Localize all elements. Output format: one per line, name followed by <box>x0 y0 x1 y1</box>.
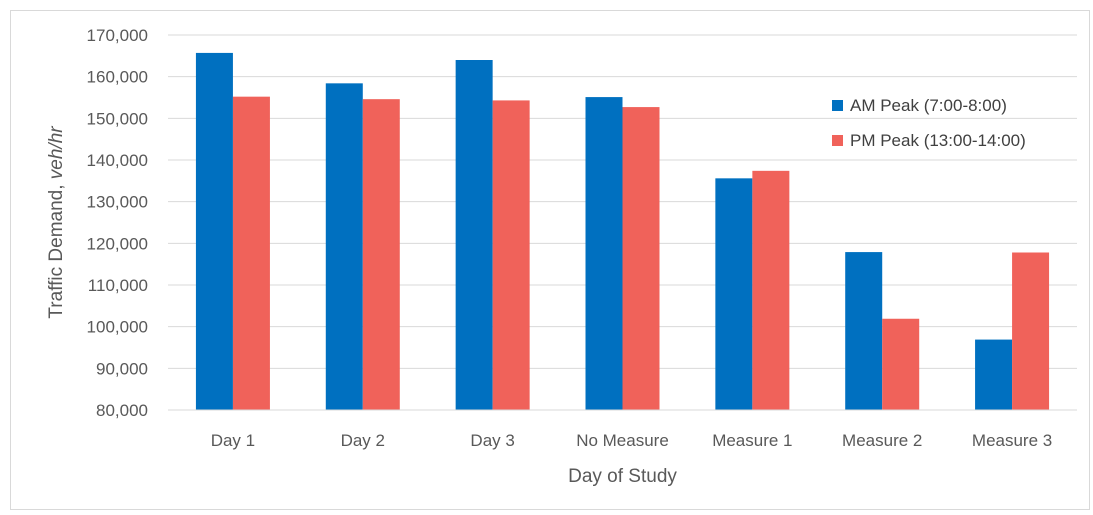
bar-pm-peak <box>232 96 270 411</box>
bar-pm-peak <box>752 170 790 410</box>
x-axis-ticks: Day 1 Day 2 Day 3 No Measure Measure 1 Measur… <box>211 431 1053 450</box>
y-tick-label: 120,000 <box>87 234 148 253</box>
bar-pm-peak <box>1012 252 1050 410</box>
bars <box>195 52 1050 411</box>
y-axis-title: Traffic Demand, veh/hr <box>46 126 67 319</box>
y-tick-label: 160,000 <box>87 68 148 87</box>
y-tick-label: 80,000 <box>96 401 148 420</box>
y-tick-label: 100,000 <box>87 318 148 337</box>
legend-swatch <box>832 135 843 146</box>
y-tick-label: 90,000 <box>96 359 148 378</box>
chart-frame <box>10 10 1090 510</box>
bar-am-peak <box>715 178 753 410</box>
x-tick-label: Day 2 <box>341 431 385 450</box>
bar-pm-peak <box>882 318 920 410</box>
y-tick-label: 140,000 <box>87 151 148 170</box>
bar-am-peak <box>455 60 493 410</box>
legend-label: PM Peak (13:00-14:00) <box>850 131 1026 150</box>
y-tick-label: 130,000 <box>87 193 148 212</box>
y-tick-label: 110,000 <box>88 276 148 295</box>
bar-am-peak <box>325 83 363 410</box>
legend: AM Peak (7:00-8:00) PM Peak (13:00-14:00) <box>832 96 1026 150</box>
bar-am-peak <box>585 97 623 410</box>
x-tick-label: Measure 1 <box>712 431 792 450</box>
x-tick-label: Measure 3 <box>972 431 1052 450</box>
bar-am-peak <box>845 252 883 410</box>
bar-pm-peak <box>362 99 400 411</box>
bar-pm-peak <box>492 100 530 411</box>
gridlines <box>168 34 1077 369</box>
bar-am-peak <box>975 339 1013 410</box>
bar-pm-peak <box>622 107 660 410</box>
y-tick-label: 150,000 <box>87 109 148 128</box>
y-tick-label: 170,000 <box>87 26 148 45</box>
x-tick-label: Day 3 <box>470 431 514 450</box>
y-axis-title-main: Traffic Demand, <box>46 179 67 318</box>
x-tick-label: No Measure <box>576 431 669 450</box>
legend-swatch <box>832 100 843 111</box>
legend-label: AM Peak (7:00-8:00) <box>850 96 1007 115</box>
y-axis-ticks: 80,000 90,000 100,000 110,000 120,000 130,000… <box>87 26 148 420</box>
x-tick-label: Day 1 <box>211 431 255 450</box>
bar-am-peak <box>195 52 233 411</box>
x-tick-label: Measure 2 <box>842 431 922 450</box>
x-axis-title: Day of Study <box>568 466 677 487</box>
y-axis-title-unit: veh/hr <box>46 126 67 179</box>
